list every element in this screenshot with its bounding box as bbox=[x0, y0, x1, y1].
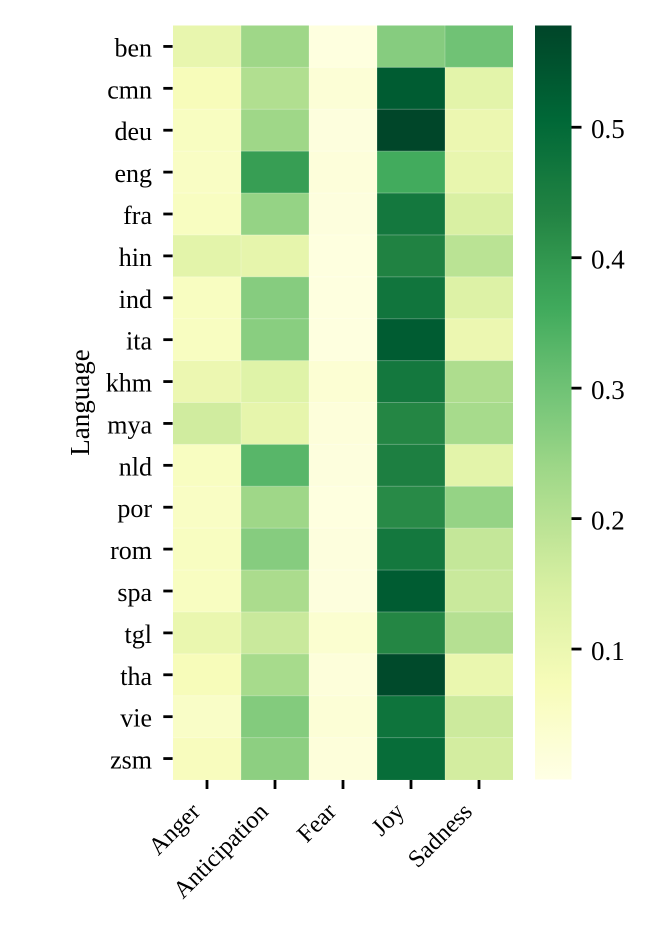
svg-text:nld: nld bbox=[119, 452, 152, 481]
svg-text:0.3: 0.3 bbox=[591, 375, 625, 405]
svg-text:vie: vie bbox=[120, 704, 152, 733]
svg-text:por: por bbox=[117, 494, 152, 523]
svg-text:fra: fra bbox=[123, 201, 152, 230]
svg-text:0.5: 0.5 bbox=[591, 114, 625, 144]
svg-text:rom: rom bbox=[110, 536, 152, 565]
svg-text:hin: hin bbox=[119, 243, 152, 272]
svg-text:ben: ben bbox=[114, 33, 152, 62]
svg-text:spa: spa bbox=[117, 578, 152, 607]
svg-text:tgl: tgl bbox=[125, 620, 152, 649]
svg-text:deu: deu bbox=[114, 117, 152, 146]
svg-text:khm: khm bbox=[106, 369, 152, 398]
svg-text:0.2: 0.2 bbox=[591, 505, 625, 535]
svg-text:ita: ita bbox=[126, 327, 152, 356]
svg-text:Language: Language bbox=[65, 349, 95, 455]
svg-text:0.1: 0.1 bbox=[591, 636, 625, 666]
svg-text:mya: mya bbox=[107, 410, 152, 439]
svg-text:zsm: zsm bbox=[110, 746, 152, 775]
svg-text:cmn: cmn bbox=[107, 75, 152, 104]
svg-text:0.4: 0.4 bbox=[591, 245, 625, 275]
svg-text:tha: tha bbox=[120, 662, 152, 691]
svg-text:ind: ind bbox=[119, 285, 152, 314]
svg-text:eng: eng bbox=[114, 159, 152, 188]
